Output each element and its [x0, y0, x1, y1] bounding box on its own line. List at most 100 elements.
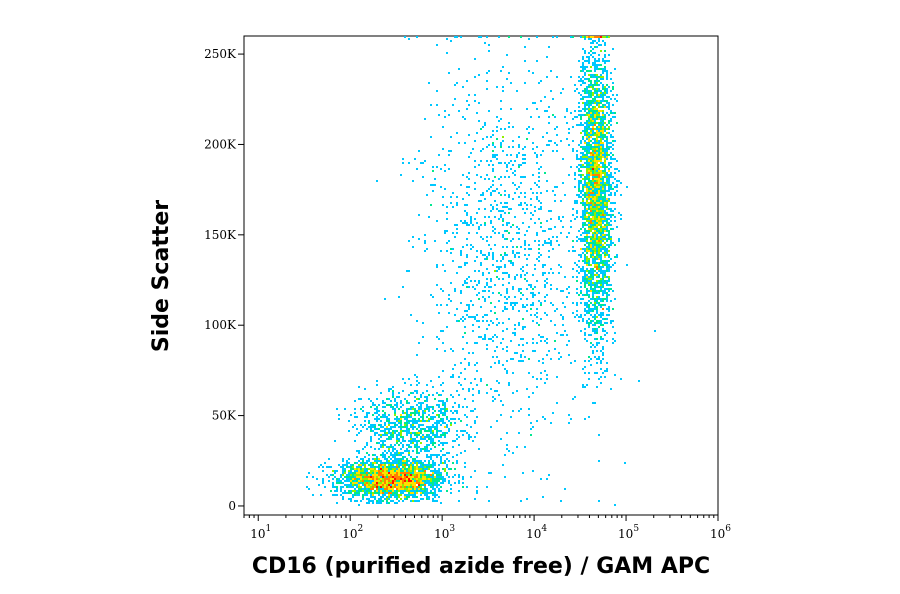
data-point: [382, 500, 384, 502]
data-point: [370, 426, 372, 428]
data-point: [406, 434, 408, 436]
data-point: [508, 296, 510, 298]
data-point: [582, 124, 584, 126]
data-point: [492, 150, 494, 152]
data-point: [424, 474, 426, 476]
data-point: [376, 486, 378, 488]
data-point: [608, 104, 610, 106]
data-point: [500, 176, 502, 178]
data-point: [468, 362, 470, 364]
data-point: [492, 264, 494, 266]
data-point: [474, 100, 476, 102]
data-point: [362, 488, 364, 490]
data-point: [606, 106, 608, 108]
data-point: [594, 74, 596, 76]
data-point: [500, 144, 502, 146]
data-point: [602, 106, 604, 108]
data-point: [588, 152, 590, 154]
data-point: [602, 192, 604, 194]
data-point: [438, 394, 440, 396]
data-point: [390, 478, 392, 480]
data-point: [494, 156, 496, 158]
data-point: [530, 292, 532, 294]
data-point: [386, 480, 388, 482]
data-point: [438, 472, 440, 474]
data-point: [456, 196, 458, 198]
data-point: [508, 162, 510, 164]
data-point: [358, 488, 360, 490]
data-point: [606, 200, 608, 202]
data-point: [324, 486, 326, 488]
data-point: [582, 186, 584, 188]
data-point: [358, 468, 360, 470]
data-point: [356, 434, 358, 436]
data-point: [528, 414, 530, 416]
data-point: [592, 240, 594, 242]
data-point: [596, 68, 598, 70]
data-point: [584, 176, 586, 178]
data-point: [588, 222, 590, 224]
data-point: [584, 74, 586, 76]
data-point: [442, 400, 444, 402]
data-point: [586, 204, 588, 206]
data-point: [382, 476, 384, 478]
data-point: [612, 116, 614, 118]
data-point: [370, 466, 372, 468]
data-point: [382, 494, 384, 496]
data-point: [434, 494, 436, 496]
data-point: [428, 394, 430, 396]
data-point: [414, 418, 416, 420]
data-point: [412, 450, 414, 452]
data-point: [608, 280, 610, 282]
data-point: [524, 278, 526, 280]
data-point: [538, 116, 540, 118]
data-point: [612, 338, 614, 340]
data-point: [600, 382, 602, 384]
data-point: [500, 266, 502, 268]
data-point: [470, 426, 472, 428]
data-point: [492, 252, 494, 254]
data-point: [598, 190, 600, 192]
data-point: [384, 454, 386, 456]
data-point: [584, 206, 586, 208]
data-point: [432, 488, 434, 490]
data-point: [594, 166, 596, 168]
data-point: [586, 302, 588, 304]
data-point: [400, 430, 402, 432]
data-point: [360, 500, 362, 502]
data-point: [540, 336, 542, 338]
data-point: [526, 498, 528, 500]
data-point: [362, 474, 364, 476]
data-point: [610, 118, 612, 120]
data-point: [392, 408, 394, 410]
data-point: [488, 286, 490, 288]
data-point: [418, 434, 420, 436]
data-point: [600, 202, 602, 204]
data-point: [584, 202, 586, 204]
data-point: [516, 154, 518, 156]
data-point: [596, 232, 598, 234]
data-point: [606, 370, 608, 372]
data-point: [582, 200, 584, 202]
data-point: [364, 474, 366, 476]
data-point: [500, 184, 502, 186]
data-point: [588, 146, 590, 148]
data-point: [546, 180, 548, 182]
data-point: [370, 478, 372, 480]
data-point: [590, 130, 592, 132]
data-point: [582, 174, 584, 176]
data-point: [510, 168, 512, 170]
data-point: [606, 218, 608, 220]
data-point: [606, 266, 608, 268]
data-point: [606, 368, 608, 370]
data-point: [392, 456, 394, 458]
data-point: [600, 96, 602, 98]
data-point: [522, 304, 524, 306]
data-point: [602, 156, 604, 158]
data-point: [462, 316, 464, 318]
data-point: [332, 470, 334, 472]
data-point: [390, 474, 392, 476]
data-point: [520, 164, 522, 166]
data-point: [420, 498, 422, 500]
data-point: [410, 462, 412, 464]
